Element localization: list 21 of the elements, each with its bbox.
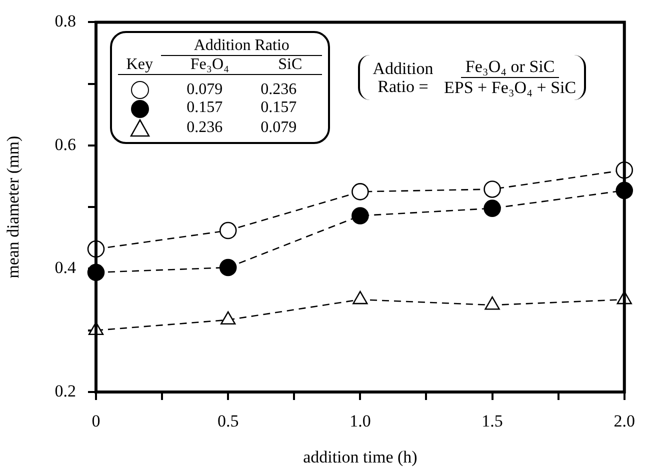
legend-label: 0.236 0.079 xyxy=(186,118,298,138)
legend-title: Addition Ratio xyxy=(161,37,322,56)
legend-label: 0.079 0.236 xyxy=(186,80,298,100)
legend-label: 0.157 0.157 xyxy=(186,99,298,118)
annotation: Addition Ratio = xyxy=(372,58,434,96)
x-tick-label: 0.5 xyxy=(217,412,239,431)
y-axis-title: mean diameter (mm) xyxy=(4,136,23,278)
x-tick-label: 0 xyxy=(92,412,100,431)
x-axis-title: addition time (h) xyxy=(303,447,418,466)
x-tick-label: 1.0 xyxy=(350,412,371,431)
annotation: Fe₃O₄ xyxy=(161,56,258,74)
x-tick-label: 1.5 xyxy=(482,412,503,431)
y-tick-label: 0.6 xyxy=(54,134,76,154)
x-tick-label: 2.0 xyxy=(614,412,635,431)
annotation: SiC xyxy=(258,56,322,74)
annotation: Key xyxy=(118,56,162,74)
y-tick-label: 0.4 xyxy=(54,258,76,278)
y-tick-label: 0.2 xyxy=(54,381,76,400)
annotation: EPS + Fe₃O₄ + SiC xyxy=(444,78,576,98)
y-tick-label: 0.8 xyxy=(54,12,76,31)
annotation: Fe₃O₄ or SiC xyxy=(461,57,559,78)
